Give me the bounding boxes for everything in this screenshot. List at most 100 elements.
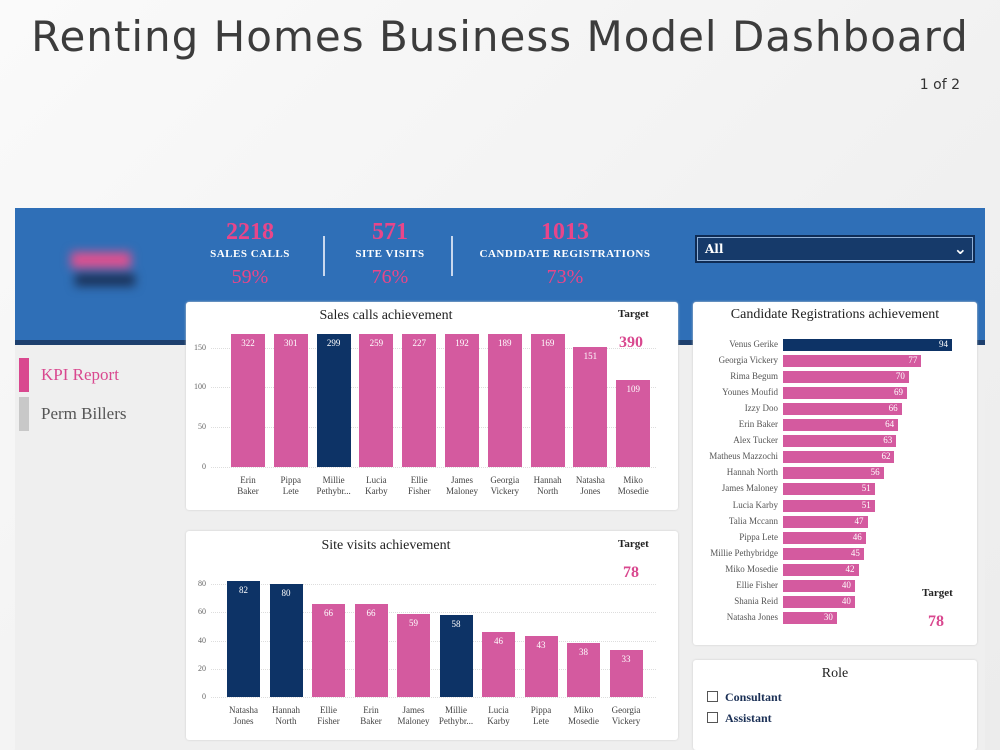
data-label: 66	[324, 607, 333, 618]
nav-perm-billers[interactable]: Perm Billers	[19, 397, 179, 431]
x-tick-label: Natasha Jones	[575, 475, 605, 496]
option-label: Consultant	[725, 690, 782, 704]
data-label: 70	[895, 371, 905, 382]
data-label: 69	[894, 387, 904, 398]
x-tick-label: Millie Pethybr...	[316, 475, 351, 496]
x-tick-label: Erin Baker	[360, 705, 382, 726]
role-option-consultant[interactable]: Consultant	[707, 690, 782, 705]
data-label: 151	[583, 350, 598, 361]
bar: 46	[482, 632, 515, 697]
nav-label: KPI Report	[41, 365, 119, 384]
chevron-down-icon: ⌄	[953, 239, 967, 258]
role-slicer: Role Consultant Assistant	[693, 660, 977, 750]
bar: 63	[783, 435, 897, 448]
nav-kpi-report[interactable]: KPI Report	[19, 358, 179, 392]
kpi-candidate-registrations: 1013 CANDIDATE REGISTRATIONS 73%	[470, 218, 660, 292]
kpi-separator	[451, 236, 453, 276]
kpi-percent: 59%	[231, 266, 269, 288]
x-tick-label: Hannah North	[533, 475, 562, 496]
bar: 227	[402, 334, 437, 467]
target-value: 390	[619, 334, 643, 351]
data-label: 322	[241, 338, 255, 348]
y-tick-label: Lucia Karby	[732, 499, 778, 510]
data-label: 38	[579, 647, 588, 658]
y-tick-label: Venus Gerike	[729, 339, 778, 349]
kpi-percent: 76%	[371, 266, 409, 288]
x-tick-label: Georgia Vickery	[490, 475, 520, 496]
data-label: 82	[239, 585, 248, 596]
data-label: 51	[861, 483, 871, 494]
y-tick-label: 20	[198, 663, 206, 673]
y-tick-label: 100	[194, 382, 206, 392]
y-tick-label: 50	[198, 422, 206, 432]
data-label: 46	[852, 531, 862, 542]
y-tick-label: 40	[198, 635, 206, 645]
gridline	[211, 467, 656, 468]
data-label: 42	[845, 563, 855, 574]
y-tick-label: Georgia Vickery	[718, 355, 778, 366]
target-label: Target	[922, 587, 953, 599]
bar: 40	[783, 595, 855, 608]
bar: 301	[273, 334, 308, 467]
x-tick-label: Pippa Lete	[530, 705, 552, 726]
company-logo	[63, 248, 141, 292]
kpi-sales-calls: 2218 SALES CALLS 59%	[200, 218, 300, 292]
data-label: 169	[540, 338, 555, 348]
kpi-separator	[323, 236, 325, 276]
bar: 40	[783, 579, 855, 592]
y-tick-label: Rima Begum	[730, 371, 778, 382]
bar: 82	[227, 581, 260, 697]
x-tick-label: Natasha Jones	[229, 705, 258, 726]
y-tick-label: Izzy Doo	[744, 403, 778, 414]
kpi-percent: 73%	[546, 266, 584, 288]
bar: 299	[316, 334, 351, 467]
dashboard: 2218 SALES CALLS 59% 571 SITE VISITS 76%…	[15, 208, 985, 750]
x-tick-label: Georgia Vickery	[611, 705, 641, 726]
data-label: 189	[498, 338, 512, 348]
bar: 151	[573, 346, 608, 467]
kpi-label: CANDIDATE REGISTRATIONS	[479, 248, 651, 260]
bar: 70	[783, 371, 909, 384]
checkbox[interactable]	[707, 691, 718, 702]
x-tick-label: Millie Pethybr...	[438, 705, 474, 726]
bar: 46	[783, 531, 866, 544]
checkbox[interactable]	[707, 712, 718, 723]
page-title: Renting Homes Business Model Dashboard	[31, 12, 969, 61]
target-label: Target	[618, 538, 649, 550]
bar: 47	[783, 515, 868, 528]
chart-title: Sales calls achievement	[319, 308, 453, 323]
data-label: 94	[939, 339, 948, 349]
data-label: 40	[841, 595, 851, 606]
data-label: 299	[326, 338, 341, 348]
gridline	[211, 697, 656, 698]
bar: 169	[530, 334, 565, 467]
bar: 77	[783, 355, 922, 368]
y-tick-label: Matheus Mazzochi	[709, 451, 778, 462]
data-label: 47	[854, 515, 864, 526]
data-label: 80	[281, 588, 291, 599]
data-label: 66	[366, 607, 376, 618]
kpi-value: 571	[372, 219, 408, 245]
option-label: Assistant	[725, 711, 772, 725]
gridline	[211, 612, 656, 614]
bar: 51	[783, 499, 875, 512]
data-label: 30	[823, 611, 833, 622]
x-tick-label: Hannah North	[272, 705, 300, 726]
filter-dropdown[interactable]: All ⌄	[695, 235, 975, 263]
y-tick-label: 150	[194, 342, 206, 352]
target-value: 78	[928, 613, 944, 630]
bar: 64	[783, 419, 899, 432]
kpi-label: SALES CALLS	[210, 248, 290, 260]
data-label: 40	[841, 579, 851, 590]
data-label: 64	[885, 419, 895, 430]
y-tick-label: 60	[198, 607, 206, 617]
y-tick-label: Pippa Lete	[739, 531, 778, 542]
data-label: 45	[850, 547, 860, 558]
slicer-title: Role	[821, 666, 849, 681]
sales-calls-chart: Sales calls achievement Target 390 0 50 10…	[186, 302, 678, 510]
bar: 51	[783, 483, 875, 496]
bar: 43	[524, 636, 558, 697]
data-label: 109	[626, 384, 640, 395]
role-option-assistant[interactable]: Assistant	[707, 711, 772, 726]
y-tick-label: Erin Baker	[738, 419, 778, 430]
